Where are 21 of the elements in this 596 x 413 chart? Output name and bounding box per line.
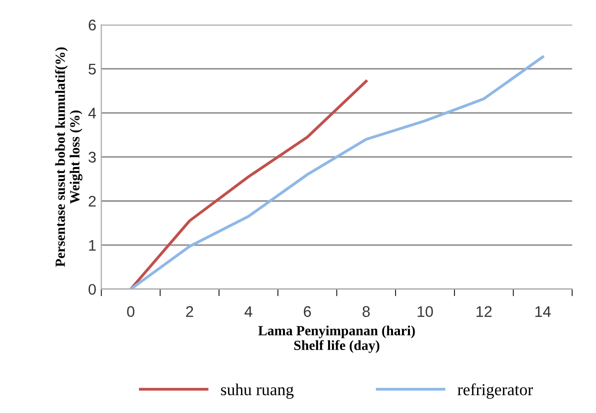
x-tick-label: 6: [304, 306, 311, 317]
x-tick-label: 14: [535, 306, 551, 317]
x-axis-title: Lama Penyimpanan (hari) Shelf life (day): [258, 326, 415, 353]
x-tick-label: 10: [418, 306, 433, 317]
y-tick-label: 0: [88, 284, 96, 295]
x-tick-label: 0: [127, 306, 134, 317]
x-tick-label: 12: [476, 306, 492, 317]
y-tick-label: 6: [88, 20, 96, 30]
y-tick-label: 1: [89, 240, 96, 251]
y-tick-label: 5: [88, 64, 96, 75]
y-tick-label: 3: [88, 152, 96, 163]
x-tick-label: 4: [244, 306, 252, 317]
legend-label: suhu ruang: [221, 384, 294, 399]
line-series: [129, 56, 544, 290]
x-tick-label: 8: [362, 306, 370, 317]
legend-label: refrigerator: [458, 383, 533, 399]
y-tick-label: 4: [88, 108, 96, 118]
x-tick-label: 2: [186, 306, 194, 317]
line-series: [129, 80, 368, 290]
y-tick-label: 2: [88, 196, 96, 207]
y-axis-title: Persentase susut bobot kumulatif(%) Weight loss (%): [55, 47, 82, 267]
